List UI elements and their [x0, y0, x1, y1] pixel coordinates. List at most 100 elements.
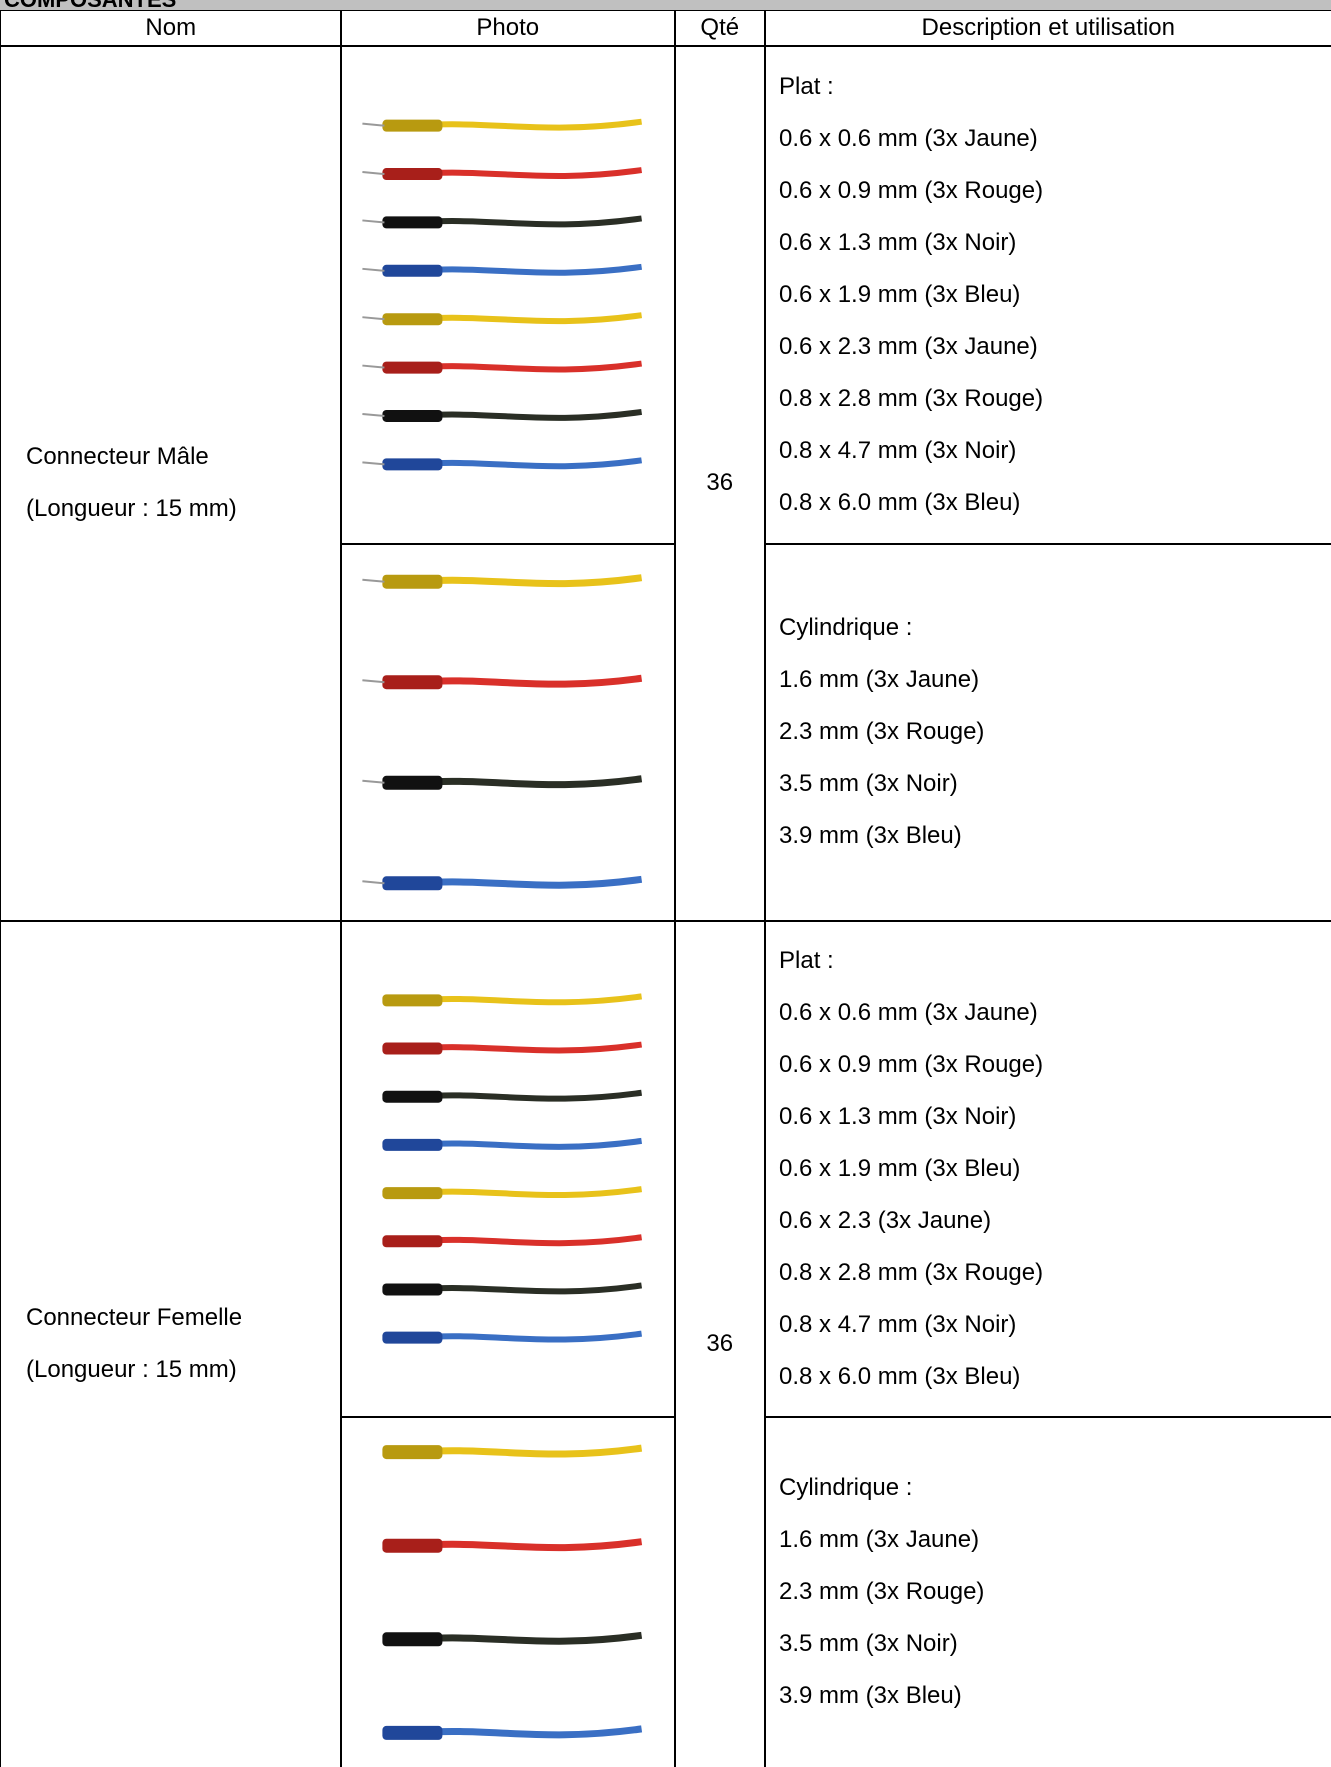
connector-body: [382, 876, 443, 891]
connector-body: [382, 361, 443, 374]
wire: [414, 1089, 643, 1102]
connector-body: [382, 409, 443, 422]
column-header-text: Photo: [476, 14, 540, 42]
connector-body: [382, 675, 443, 690]
wire: [414, 408, 643, 421]
column-header-text: Nom: [145, 14, 197, 42]
description-line: 0.6 x 1.9 mm (3x Bleu): [779, 1154, 1021, 1182]
wire: [414, 1282, 643, 1295]
wire: [414, 1234, 643, 1247]
connector-pin: [362, 219, 385, 224]
connector-body: [382, 1632, 443, 1647]
connector-pin: [362, 461, 385, 466]
connector-body: [382, 216, 443, 229]
connector-body: [382, 1725, 443, 1740]
description-line: 3.5 mm (3x Noir): [779, 1630, 958, 1658]
quantity: 36: [706, 469, 734, 497]
wire: [414, 263, 643, 276]
description-line: 2.3 mm (3x Rouge): [779, 1578, 985, 1606]
connector-body: [382, 1235, 443, 1248]
description-line: 0.6 x 1.3 mm (3x Noir): [779, 1102, 1017, 1130]
description-line: 0.6 x 1.9 mm (3x Bleu): [779, 280, 1021, 308]
description-line: 0.6 x 1.3 mm (3x Noir): [779, 228, 1017, 256]
connector-body: [382, 1538, 443, 1553]
description-line: 2.3 mm (3x Rouge): [779, 718, 985, 746]
connector-body: [382, 775, 443, 790]
column-header-text: Qté: [700, 14, 740, 42]
connector-body: [382, 1445, 443, 1460]
connector-pin: [362, 122, 385, 127]
description-cell: Cylindrique : 1.6 mm (3x Jaune) 2.3 mm (3x…: [764, 1416, 1331, 1767]
name-line: Connecteur Femelle: [26, 1304, 243, 1332]
connector-pin: [362, 316, 385, 321]
description-line: 0.6 x 0.9 mm (3x Rouge): [779, 176, 1044, 204]
description-line: 0.6 x 0.9 mm (3x Rouge): [779, 1050, 1044, 1078]
wire: [414, 1538, 643, 1552]
wire: [414, 312, 643, 325]
connector-body: [382, 574, 443, 589]
connector-pin: [362, 880, 385, 885]
photo-cell: [340, 1416, 676, 1767]
description-line: 0.6 x 2.3 (3x Jaune): [779, 1206, 992, 1234]
photo-illustration: [362, 574, 643, 891]
connector-body: [382, 264, 443, 277]
wire: [414, 674, 643, 688]
description-line: 0.6 x 0.6 mm (3x Jaune): [779, 998, 1038, 1026]
connector-body: [382, 1187, 443, 1200]
connector-body: [382, 1090, 443, 1103]
quantity: 36: [706, 1330, 734, 1358]
photo-illustration: [382, 993, 643, 1344]
description-cell: Cylindrique : 1.6 mm (3x Jaune) 2.3 mm (3x…: [764, 543, 1331, 922]
name-line: (Longueur : 15 mm): [26, 1356, 237, 1384]
description-line: 3.9 mm (3x Bleu): [779, 1682, 962, 1710]
description-line: 0.6 x 2.3 mm (3x Jaune): [779, 332, 1038, 360]
column-header: Photo: [340, 10, 676, 47]
wire: [414, 1444, 643, 1458]
wire: [414, 775, 643, 789]
wire: [414, 1631, 643, 1645]
name-line: (Longueur : 15 mm): [26, 495, 237, 523]
description-line: 0.8 x 2.8 mm (3x Rouge): [779, 1258, 1044, 1286]
description-line: 1.6 mm (3x Jaune): [779, 1526, 980, 1554]
wire: [414, 215, 643, 228]
photo-cell: [340, 45, 676, 545]
connector-pin: [362, 364, 385, 369]
wire: [414, 360, 643, 373]
wire: [414, 875, 643, 889]
connector-body: [382, 1042, 443, 1055]
photo-illustration: [362, 118, 643, 471]
description-line: 0.8 x 4.7 mm (3x Noir): [779, 436, 1017, 464]
connector-pin: [362, 171, 385, 176]
connector-body: [382, 1283, 443, 1296]
wire: [414, 1186, 643, 1199]
connector-body: [382, 1331, 443, 1344]
description-line: 0.8 x 4.7 mm (3x Noir): [779, 1310, 1017, 1338]
name-line: Connecteur Mâle: [26, 443, 209, 471]
description-line: Plat :: [779, 946, 834, 974]
column-header: Description et utilisation: [764, 10, 1331, 47]
description-line: 0.8 x 6.0 mm (3x Bleu): [779, 1362, 1021, 1390]
name-cell: Connecteur Mâle (Longueur : 15 mm): [0, 45, 342, 922]
connector-pin: [362, 779, 385, 784]
wire: [414, 167, 643, 179]
wire: [414, 1041, 643, 1054]
quantity-cell: 36: [674, 45, 766, 922]
description-line: Cylindrique :: [779, 1474, 913, 1502]
connector-pin: [362, 412, 385, 417]
description-line: 0.6 x 0.6 mm (3x Jaune): [779, 124, 1038, 152]
column-header: Nom: [0, 10, 342, 47]
photo-cell: [340, 543, 676, 922]
quantity-cell: 36: [674, 920, 766, 1767]
description-line: 3.9 mm (3x Bleu): [779, 822, 962, 850]
connector-body: [382, 168, 443, 181]
connector-body: [382, 994, 443, 1007]
wire: [414, 1330, 643, 1343]
photo-cell: [340, 920, 676, 1418]
name-cell: Connecteur Femelle (Longueur : 15 mm): [0, 920, 342, 1767]
description-line: 1.6 mm (3x Jaune): [779, 666, 980, 694]
connector-body: [382, 313, 443, 326]
column-header-text: Description et utilisation: [921, 14, 1175, 42]
description-cell: Plat : 0.6 x 0.6 mm (3x Jaune) 0.6 x 0.9 m…: [764, 45, 1331, 545]
wire: [414, 993, 643, 1006]
